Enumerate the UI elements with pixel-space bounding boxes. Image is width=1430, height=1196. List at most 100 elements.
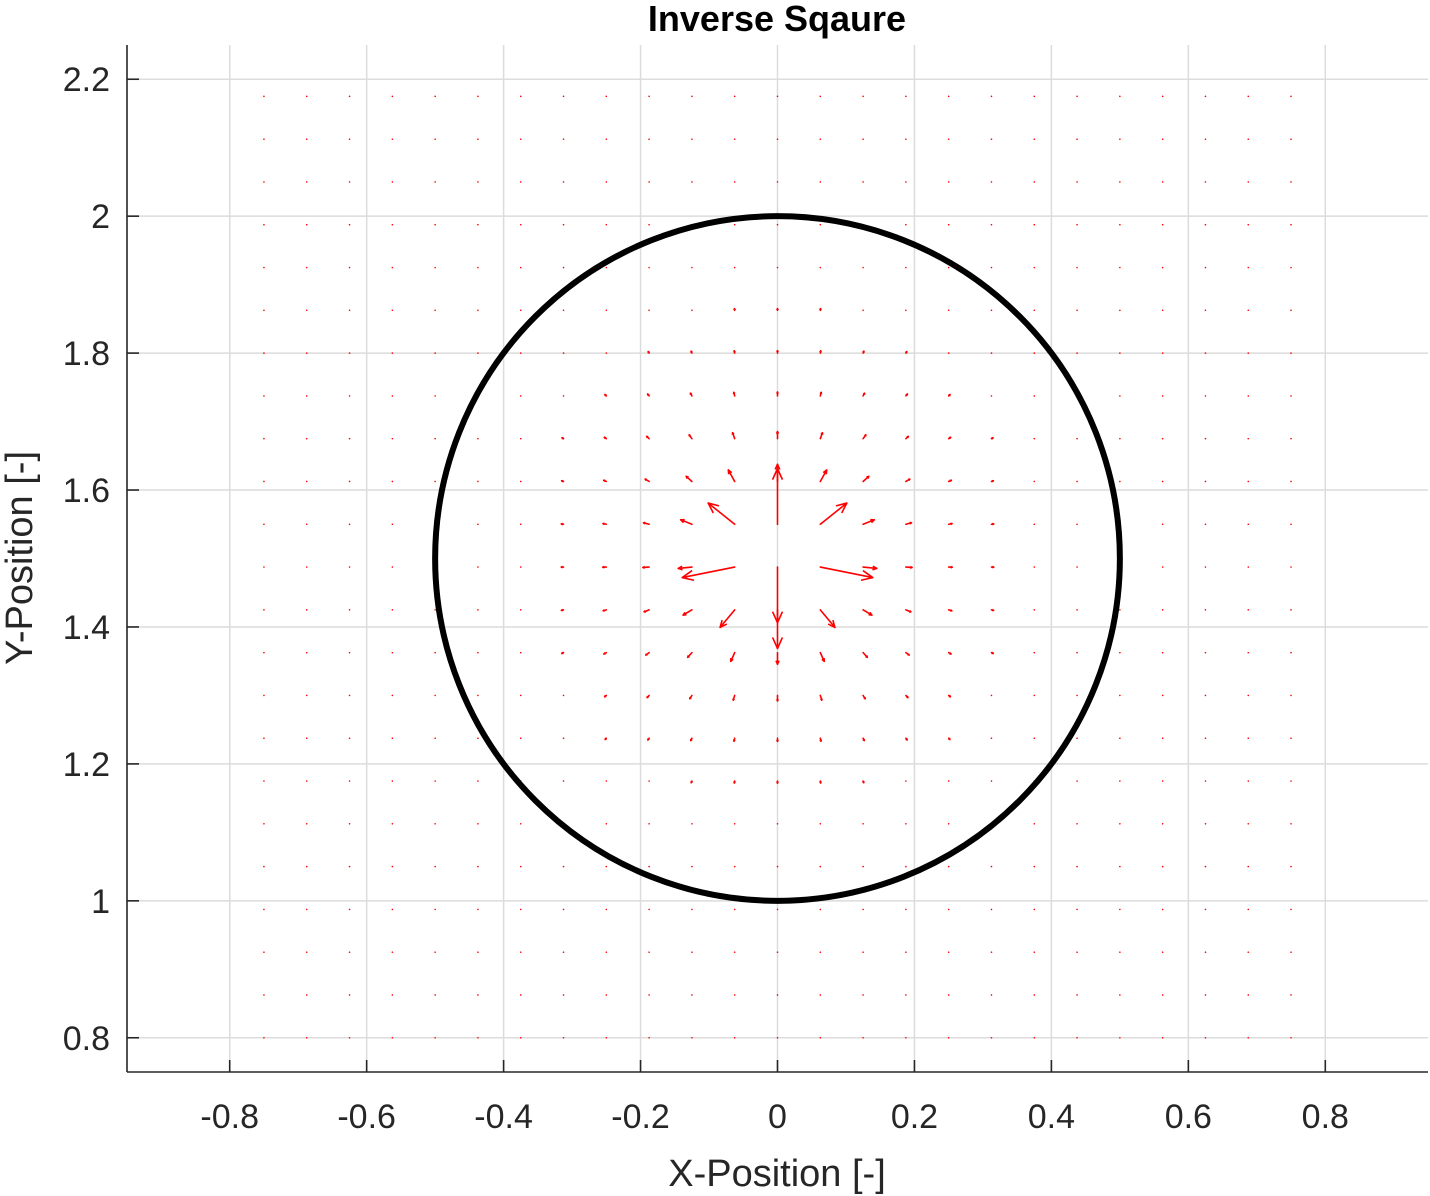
field-arrow-dot [905, 908, 907, 911]
field-arrow-shaft [719, 609, 736, 629]
field-arrow-dot [562, 395, 565, 397]
field-arrow-85 [691, 908, 693, 911]
field-arrow-dot [391, 138, 394, 140]
field-arrow-106 [519, 865, 522, 868]
field-arrow-287 [771, 566, 784, 624]
field-arrow-11 [733, 1036, 736, 1039]
field-arrow-dot [519, 651, 522, 654]
field-arrow-head [947, 737, 951, 741]
field-arrow-dot [990, 951, 993, 953]
field-arrow-dot [819, 223, 822, 226]
field-arrow-head [685, 475, 689, 479]
field-arrow-dot [348, 352, 351, 354]
field-arrow-dot [562, 181, 565, 183]
field-arrow-516 [947, 181, 950, 183]
field-arrow-dot [1247, 823, 1250, 825]
field-arrow-195 [1119, 737, 1121, 740]
field-arrow-248 [1247, 651, 1250, 654]
field-arrow-374 [1290, 437, 1292, 440]
field-arrow-205 [477, 694, 479, 697]
field-arrow-dot [519, 865, 522, 868]
field-arrow-dot [305, 266, 308, 269]
field-arrow-408 [605, 352, 608, 354]
x-tick-label-0: -0.8 [200, 1098, 259, 1136]
field-arrow-574 [1290, 95, 1292, 98]
field-arrow-dot [1247, 95, 1250, 98]
field-arrow-dot [648, 994, 650, 996]
field-arrow-dot [1119, 352, 1121, 354]
field-arrow-dot [1119, 1036, 1121, 1039]
field-arrow-296 [1161, 566, 1164, 568]
field-arrow-dot [990, 908, 993, 911]
field-arrow-dot [733, 908, 736, 911]
field-arrow-head [561, 651, 564, 655]
field-arrow-135 [691, 823, 693, 825]
field-arrow-427 [348, 309, 351, 312]
field-arrow-head [560, 479, 564, 483]
field-arrow-15 [905, 1036, 907, 1039]
field-arrow-dot [1119, 480, 1121, 483]
field-arrow-dot [562, 694, 565, 697]
field-arrow-425 [263, 309, 265, 312]
field-arrow-head [863, 434, 867, 437]
field-arrow-466 [947, 266, 950, 269]
field-arrow-head [707, 502, 720, 514]
field-arrow-233 [603, 651, 608, 655]
field-arrow-138 [819, 823, 822, 825]
field-arrow-dot [648, 951, 650, 953]
field-arrow-1 [305, 1036, 308, 1039]
field-arrow-dot [305, 437, 308, 440]
field-arrow-221 [1161, 694, 1164, 697]
field-arrow-dot [1076, 694, 1078, 697]
field-arrow-dot [434, 181, 436, 183]
field-arrow-dot [1033, 609, 1036, 611]
field-arrow-dot [1247, 908, 1250, 911]
field-arrow-71 [1161, 951, 1164, 953]
field-arrow-299 [1290, 566, 1292, 568]
field-arrow-333 [602, 479, 608, 483]
field-arrow-23 [1247, 1036, 1250, 1039]
field-arrow-343 [1033, 480, 1036, 483]
y-axis-label: Y-Position [-] [0, 451, 41, 665]
field-arrow-554 [434, 95, 436, 98]
field-arrow-497 [1204, 223, 1207, 226]
field-arrow-dot [1290, 737, 1292, 740]
field-arrow-60 [691, 951, 693, 953]
field-arrow-head [643, 610, 646, 613]
field-arrow-dot [1290, 138, 1292, 140]
field-arrow-dot [519, 95, 522, 98]
field-arrow-dot [1076, 566, 1078, 568]
field-arrow-93 [1033, 908, 1036, 911]
field-arrow-dot [1033, 266, 1036, 269]
field-arrow-dot [305, 223, 308, 226]
field-arrow-dot [391, 480, 394, 483]
field-arrow-396 [1161, 395, 1164, 397]
field-arrow-dot [305, 780, 308, 782]
field-arrow-298 [1247, 566, 1250, 568]
field-arrow-head [688, 434, 692, 437]
field-arrow-head [690, 780, 693, 784]
field-arrow-505 [477, 181, 479, 183]
field-arrow-198 [1247, 737, 1250, 740]
field-arrow-dot [1119, 951, 1121, 953]
field-arrow-head [862, 780, 865, 784]
field-arrow-415 [904, 350, 908, 354]
field-arrow-217 [990, 694, 993, 697]
field-arrow-head [689, 392, 693, 395]
field-arrow-dot [1161, 1036, 1164, 1039]
field-arrow-414 [862, 350, 865, 354]
field-arrow-dot [1119, 694, 1121, 697]
field-arrow-14 [862, 1036, 864, 1039]
field-arrow-202 [348, 694, 351, 697]
field-arrow-shaft [819, 609, 836, 629]
field-arrow-149 [1290, 823, 1292, 825]
field-arrow-401 [305, 352, 308, 354]
field-arrow-dot [391, 609, 394, 611]
field-arrow-dot [391, 352, 394, 354]
field-arrow-175 [263, 737, 265, 740]
field-arrow-dot [605, 266, 608, 269]
field-arrow-dot [391, 181, 394, 183]
field-arrow-dot [305, 651, 308, 654]
field-arrow-shaft [862, 566, 878, 570]
field-arrow-110 [691, 865, 693, 868]
